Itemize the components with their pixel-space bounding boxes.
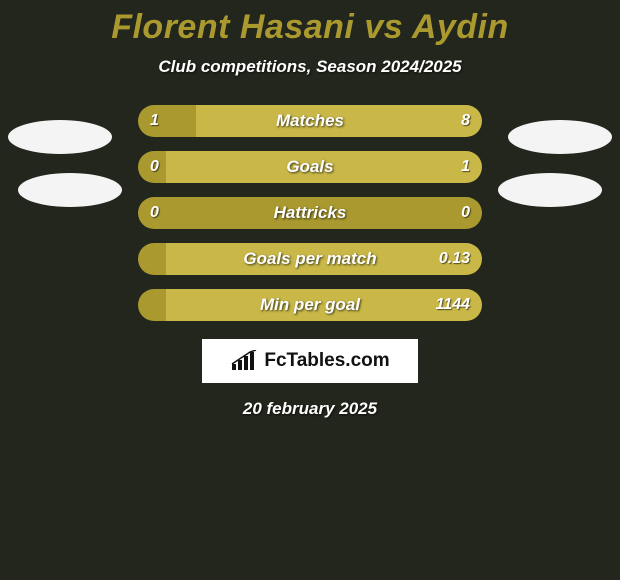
page-title: Florent Hasani vs Aydin [0,0,620,47]
stat-value-right: 1144 [436,289,470,321]
bars-icon [230,350,258,372]
stat-label: Matches [138,105,482,137]
stat-value-left: 0 [150,151,159,183]
stat-value-left: 0 [150,197,159,229]
stat-row: Hattricks0 0 [138,197,482,229]
stat-value-right: 0 [461,197,470,229]
stat-label: Hattricks [138,197,482,229]
date-text: 20 february 2025 [0,399,620,419]
stat-label: Goals per match [138,243,482,275]
stat-value-right: 1 [461,151,470,183]
stat-value-right: 8 [461,105,470,137]
stat-value-left: 1 [150,105,159,137]
stat-row: Goals per match0.13 [138,243,482,275]
stat-row: Goals0 1 [138,151,482,183]
brand-text: FcTables.com [264,350,389,372]
stat-row: Matches1 8 [138,105,482,137]
brand-box: FcTables.com [202,339,418,383]
stat-value-right: 0.13 [439,243,470,275]
stat-row: Min per goal1144 [138,289,482,321]
stats-bars: Matches18Goals01Hattricks00Goals per mat… [138,105,482,321]
subtitle: Club competitions, Season 2024/2025 [0,57,620,77]
stat-label: Min per goal [138,289,482,321]
stat-label: Goals [138,151,482,183]
